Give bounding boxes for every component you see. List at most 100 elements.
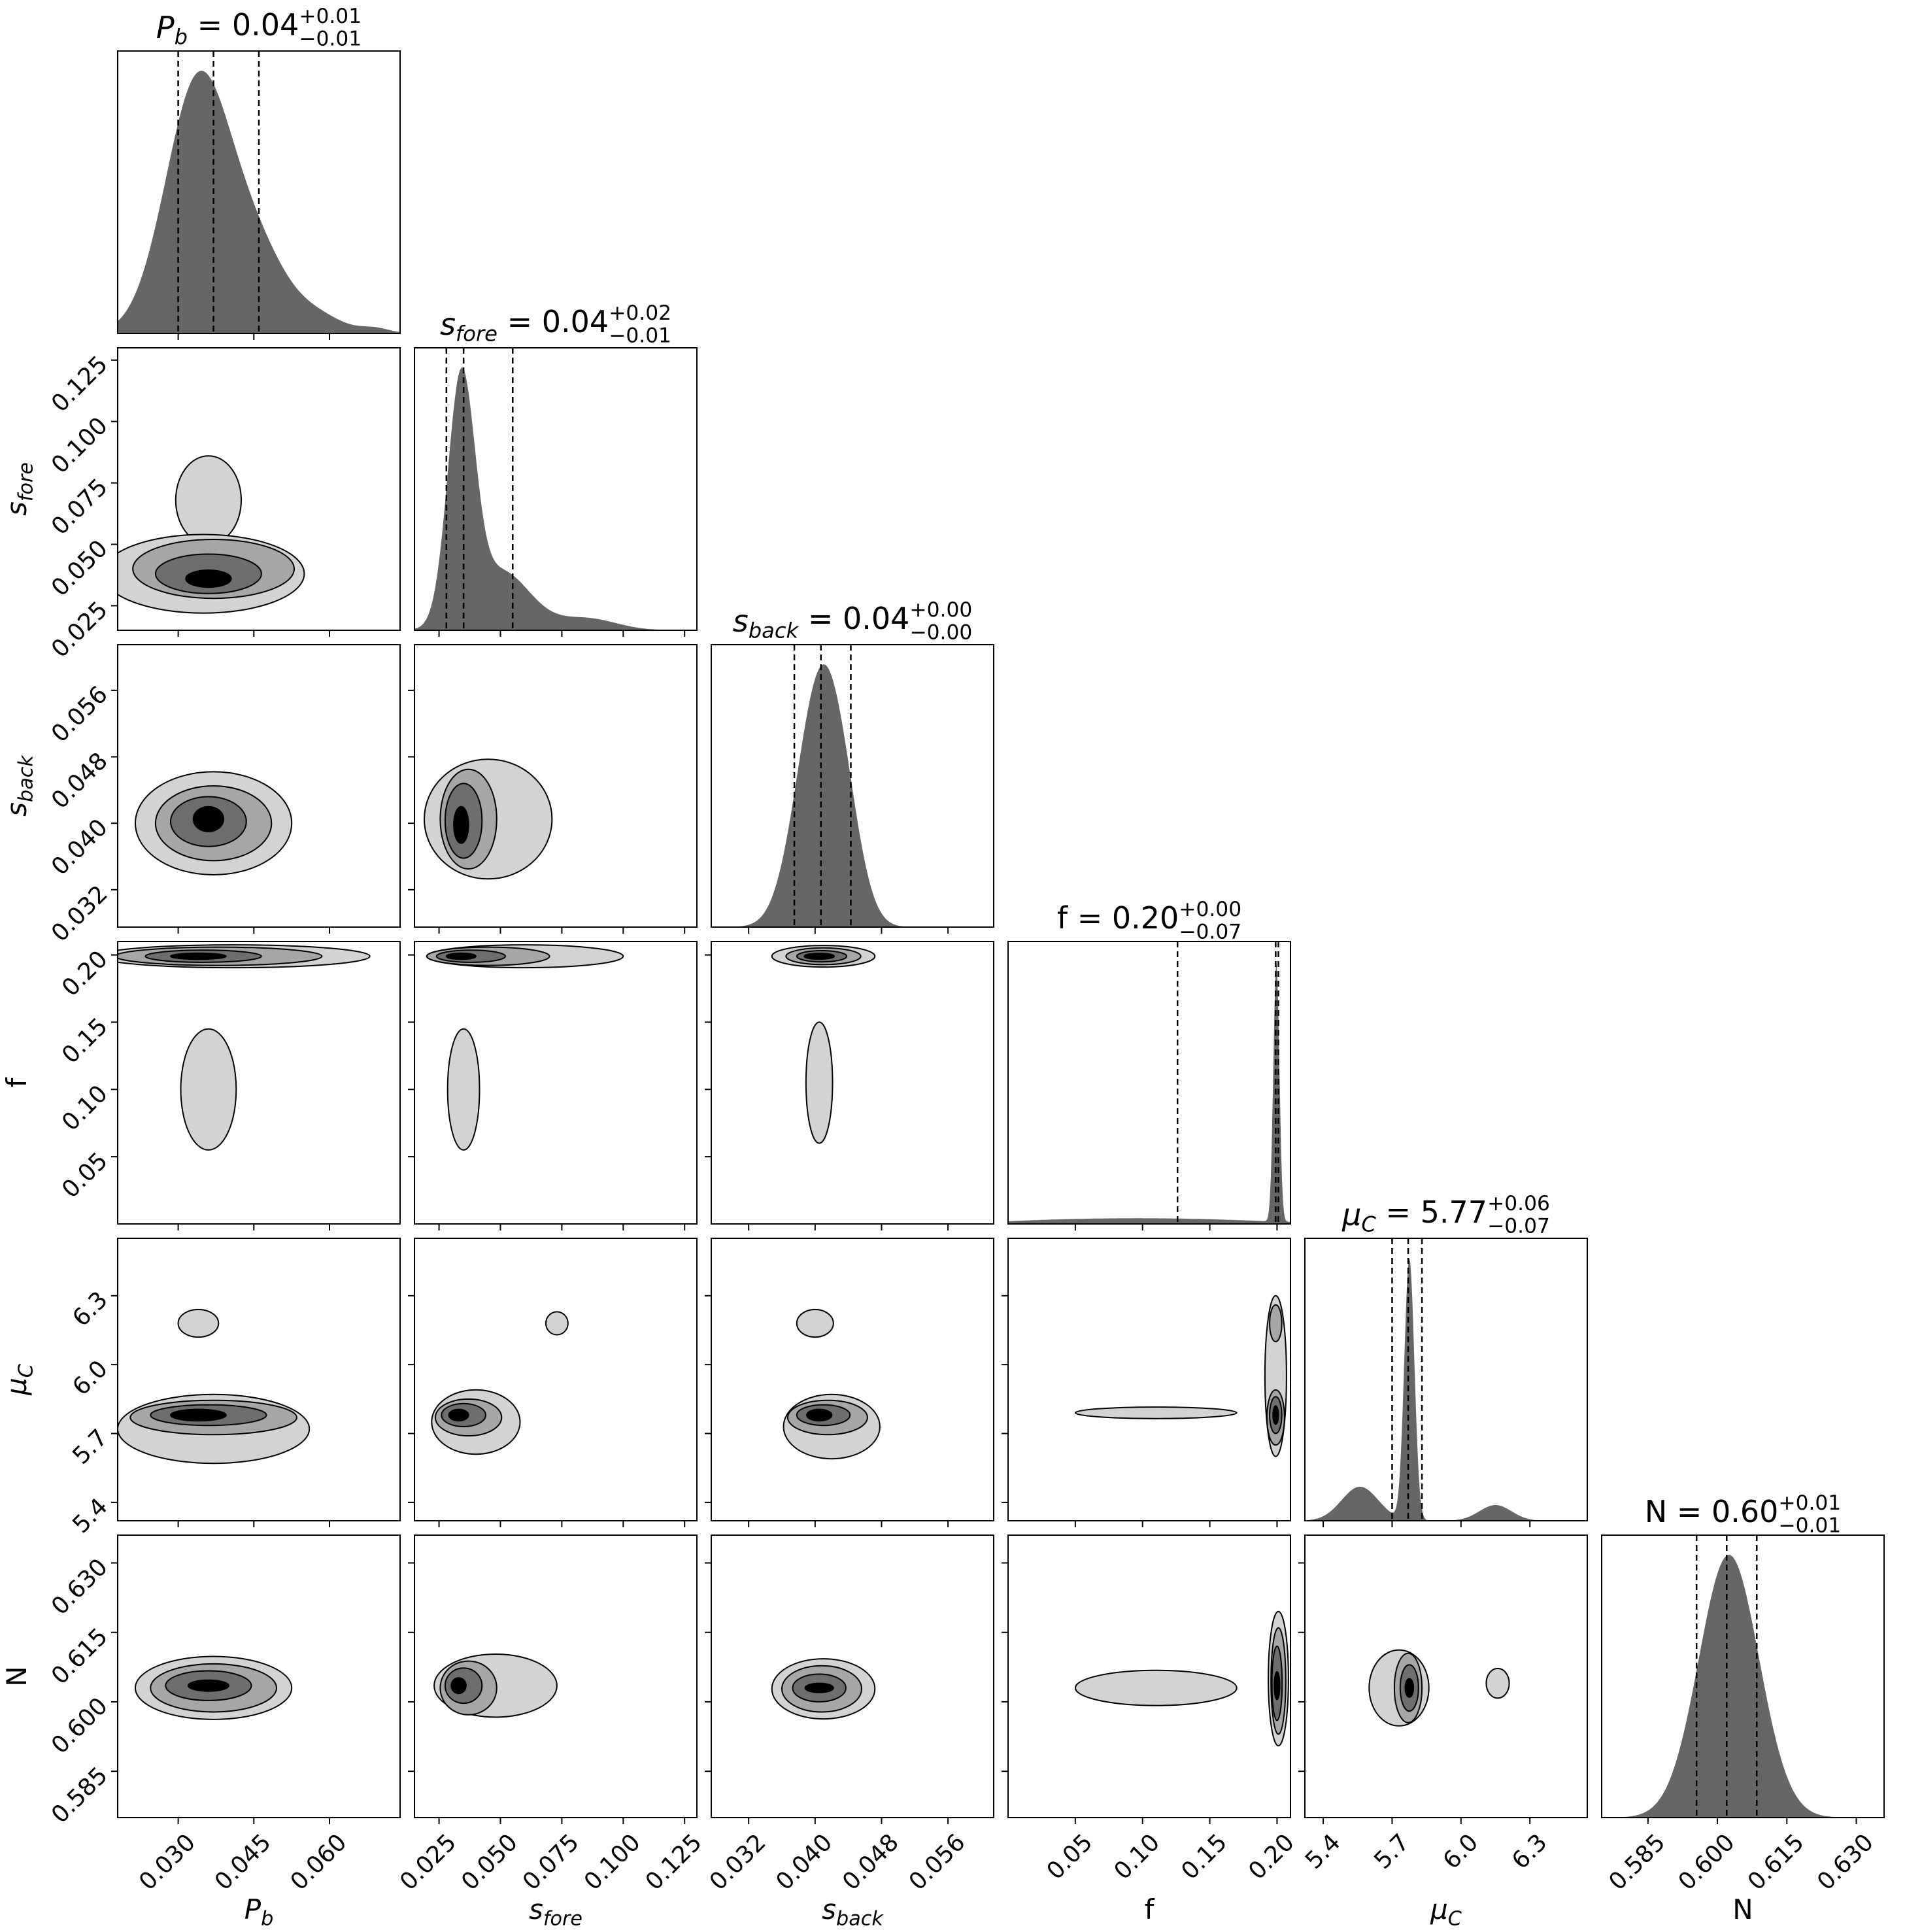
x-axis-label-sback: sback [822,1893,884,1931]
joint-panel-f-vs-sback [711,941,994,1225]
contour-f-Pb-4 [170,952,227,960]
x-axis-label-sfore: sfore [529,1893,582,1931]
title-f: f = 0.20+0.00 −0.07 [1057,898,1241,943]
x-tick-label-f: 0.20 [1243,1829,1300,1885]
panel-frame [1007,1534,1291,1818]
x-tick-label-N: 0.600 [1674,1829,1740,1895]
marginal-histogram-f [1008,961,1290,1224]
panel-frame [117,941,401,1225]
x-tick-label-Pb: 0.060 [286,1829,352,1895]
x-tick-label-muC: 6.0 [1438,1829,1483,1874]
y-tick-label-muC: 6.3 [67,1287,112,1332]
x-tick-label-Pb: 0.045 [210,1829,277,1895]
x-axis-label-Pb: Pb [244,1893,274,1931]
y-tick-label-sfore: 0.050 [46,535,113,602]
x-tick-label-sback: 0.056 [904,1829,971,1895]
marginal-panel-sfore: sfore = 0.04+0.02 −0.01 [414,301,698,631]
contour-sback-sfore-3 [453,805,469,844]
contour-f-sfore-4 [445,952,477,960]
contour-N-muC-0 [1485,1667,1510,1699]
contour-muC-Pb-4 [170,1408,227,1422]
joint-panel-sfore-vs-Pb [117,347,401,631]
joint-panel-sback-vs-sfore [414,644,698,928]
panel-frame [1601,1534,1885,1818]
joint-panel-N-vs-sfore [414,1534,698,1818]
joint-panel-sback-vs-Pb [117,644,401,928]
joint-panel-f-vs-Pb [117,941,401,1225]
x-tick-label-N: 0.615 [1743,1829,1810,1895]
x-tick-label-muC: 5.4 [1300,1829,1345,1874]
title-sfore: sfore = 0.04+0.02 −0.01 [440,301,671,347]
marginal-panel-sback: sback = 0.04+0.00 −0.00 [711,598,994,928]
x-tick-label-sback: 0.040 [771,1829,837,1895]
x-tick-label-sfore: 0.075 [518,1829,584,1895]
x-tick-label-sfore: 0.050 [456,1829,523,1895]
x-tick-label-N: 0.585 [1604,1829,1670,1895]
y-tick-label-sback: 0.056 [46,681,113,748]
y-axis-label-muC: μC [1,1364,38,1396]
x-tick-label-sfore: 0.025 [395,1829,462,1895]
panel-frame [1304,1238,1588,1521]
contour-N-f-4 [1273,1671,1281,1701]
marginal-histogram-Pb [118,71,400,333]
y-axis-label-sfore: sfore [1,462,38,516]
y-axis-label-f: f [1,1077,33,1087]
y-tick-label-f: 0.10 [57,1080,113,1136]
joint-panel-N-vs-Pb [117,1534,401,1818]
panel-frame [711,644,994,928]
panel-frame [711,1534,994,1818]
y-tick-label-sfore: 0.100 [46,413,113,479]
x-axis-label-f: f [1145,1893,1155,1925]
panel-frame [414,1534,698,1818]
contour-muC-f-5 [1272,1405,1279,1425]
title-sback: sback = 0.04+0.00 −0.00 [733,598,973,644]
marginal-panel-Pb: Pb = 0.04+0.01 −0.01 [117,5,401,334]
y-axis-label-N: N [1,1666,33,1686]
contour-muC-Pb-0 [177,1308,220,1338]
marginal-histogram-muC [1305,1258,1587,1521]
contour-muC-f-3 [1269,1304,1283,1343]
contour-f-Pb-0 [180,1028,237,1151]
title-N: N = 0.60+0.01 −0.01 [1645,1491,1841,1537]
panel-frame [1304,1534,1588,1818]
y-tick-label-muC: 5.4 [67,1493,112,1538]
joint-panel-muC-vs-Pb [117,1238,401,1521]
x-tick-label-f: 0.05 [1042,1829,1098,1885]
y-tick-label-sfore: 0.075 [46,473,113,540]
contour-f-sback-4 [803,953,835,960]
contour-muC-sfore-0 [545,1311,569,1336]
x-tick-label-muC: 6.3 [1507,1829,1552,1874]
contour-sback-Pb-3 [192,805,224,832]
panel-frame [414,941,698,1225]
panel-frame [1007,941,1291,1225]
x-axis-label-N: N [1732,1893,1753,1925]
marginal-histogram-sfore [414,367,697,630]
contour-N-Pb-3 [188,1679,229,1692]
x-axis-label-muC: μC [1430,1893,1462,1931]
marginal-panel-N: N = 0.60+0.01 −0.01 [1601,1491,1885,1818]
y-tick-label-N: 0.585 [46,1762,113,1829]
panel-frame [117,347,401,631]
panel-frame [414,644,698,928]
contour-muC-f-0 [1074,1406,1238,1419]
joint-panel-muC-vs-sback [711,1238,994,1521]
marginal-panel-f: f = 0.20+0.00 −0.07 [1007,898,1291,1225]
x-tick-label-muC: 5.7 [1369,1829,1414,1874]
x-tick-label-sback: 0.048 [837,1829,904,1895]
y-tick-label-sfore: 0.025 [46,596,113,663]
joint-panel-muC-vs-sfore [414,1238,698,1521]
y-tick-label-muC: 6.0 [67,1355,112,1400]
panel-frame [1007,1238,1291,1521]
y-tick-label-N: 0.630 [46,1553,113,1620]
panel-frame [711,941,994,1225]
marginal-histogram-sback [711,664,994,927]
x-tick-label-sback: 0.032 [705,1829,771,1895]
contour-N-sback-3 [804,1682,834,1693]
title-Pb: Pb = 0.04+0.01 −0.01 [156,5,362,50]
x-tick-label-sfore: 0.125 [641,1829,707,1895]
joint-panel-N-vs-sback [711,1534,994,1818]
contour-N-muC-4 [1404,1678,1415,1698]
contour-sfore-Pb-4 [185,569,232,588]
marginal-panel-muC: μC = 5.77+0.06 −0.07 [1304,1192,1588,1521]
